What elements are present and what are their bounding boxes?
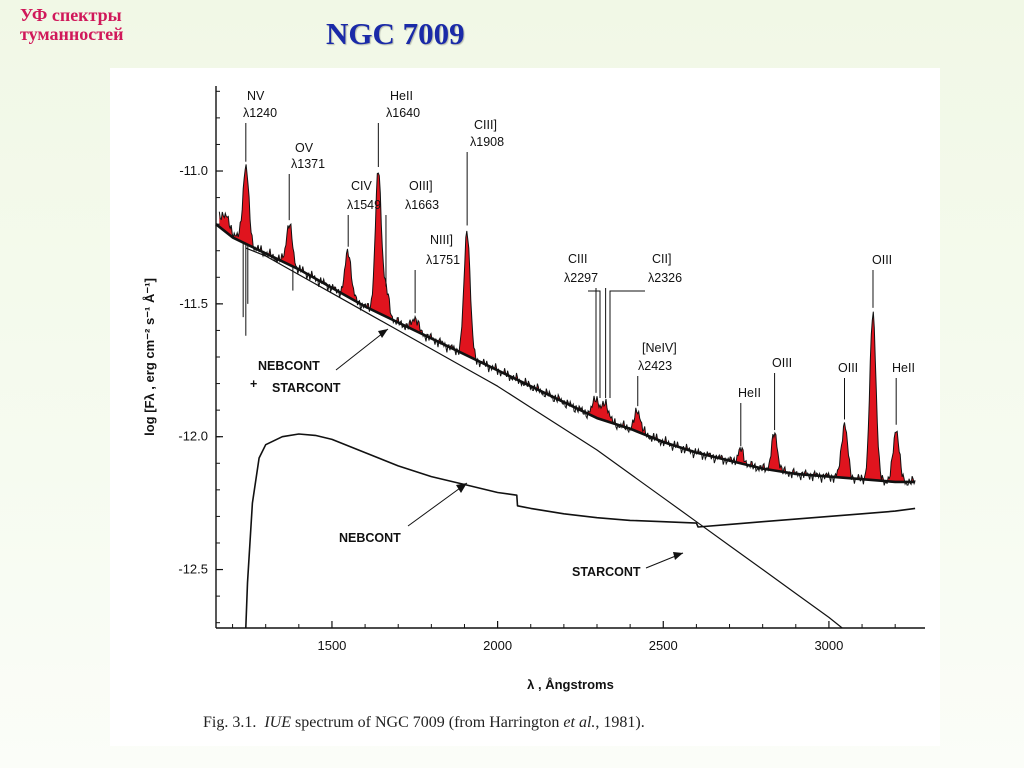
emission-line-label: OIII xyxy=(872,253,892,267)
emission-line-annotation: OV λ1371 xyxy=(288,141,325,221)
emission-line-annotation: HeII xyxy=(892,361,915,425)
corner-title-line-1: УФ спектры xyxy=(20,5,122,25)
emission-line-label: OIII] xyxy=(409,179,433,193)
emission-line-annotation: NV λ1240 xyxy=(243,89,277,162)
emission-line-wavelength: λ1663 xyxy=(405,198,439,212)
spectrum-figure: 1500 2000 2500 3000 -11.0 -11.5 -12.0 -12.5 λ ,… xyxy=(110,68,940,746)
emission-line-label: CIV xyxy=(351,179,373,193)
emission-line-label: CIII] xyxy=(474,118,497,132)
emission-line-annotation: OIII] λ1663 xyxy=(385,179,439,287)
label-layer: λ , Ångstroms log [Fλ , erg cm⁻² s⁻¹ Å⁻¹]… xyxy=(142,89,915,692)
label-sum-starcont: STARCONT xyxy=(272,381,341,395)
emission-fill-layer xyxy=(219,164,916,482)
emission-line-annotation: CIII λ2297 xyxy=(564,252,598,393)
emission-line-label: HeII xyxy=(892,361,915,375)
emission-line-wavelength: λ1640 xyxy=(386,106,420,120)
emission-line-label: OV xyxy=(295,141,314,155)
emission-line-label: [NeIV] xyxy=(642,341,677,355)
emission-line-label: NV xyxy=(247,89,265,103)
label-sum-plus: + xyxy=(250,377,257,391)
slide-title: NGC 7009 xyxy=(326,16,465,51)
emission-line-label: NIII] xyxy=(430,233,453,247)
emission-line-label: HeII xyxy=(738,386,761,400)
emission-line-annotation: CIII] λ1908 xyxy=(466,118,504,226)
emission-line-label: OIII xyxy=(838,361,858,375)
emission-line-annotation: CII] λ2326 xyxy=(605,252,682,399)
spectrum-chart: 1500 2000 2500 3000 -11.0 -11.5 -12.0 -12.5 λ ,… xyxy=(142,86,925,692)
emission-line-wavelength: λ1908 xyxy=(470,135,504,149)
x-tick-label-2500: 2500 xyxy=(649,638,678,653)
x-axis-label: λ , Ångstroms xyxy=(527,677,614,692)
axis-layer: 1500 2000 2500 3000 -11.0 -11.5 -12.0 -12.5 xyxy=(178,86,925,653)
emission-line-wavelength: λ2297 xyxy=(564,271,598,285)
emission-line-annotation: HeII λ1640 xyxy=(377,89,420,168)
emission-line-label: CIII xyxy=(568,252,587,266)
ciii-cii-bracket xyxy=(588,290,645,398)
arrow-nebcont xyxy=(407,482,468,527)
series-line-starcont xyxy=(245,247,843,629)
label-sum-nebcont: NEBCONT xyxy=(258,359,320,373)
y-axis-label: log [Fλ , erg cm⁻² s⁻¹ Å⁻¹] xyxy=(142,278,157,436)
emission-line-annotation: OIII xyxy=(838,361,858,420)
y-tick-label-1: -11.5 xyxy=(179,296,208,311)
x-tick-label-1500: 1500 xyxy=(317,638,346,653)
emission-line-annotation: OIII xyxy=(772,356,792,431)
label-starcont: STARCONT xyxy=(572,565,641,579)
emission-line-wavelength: λ1549 xyxy=(347,198,381,212)
emission-line-wavelength: λ2326 xyxy=(648,271,682,285)
x-tick-label-2000: 2000 xyxy=(483,638,512,653)
figure-caption: Fig. 3.1. IUE spectrum of NGC 7009 (from… xyxy=(203,714,645,732)
arrow-nebcont-head xyxy=(456,483,467,493)
caption-iue: IUE xyxy=(264,714,291,731)
emission-line-annotation: CIV λ1549 xyxy=(347,179,381,247)
emission-line-label: CII] xyxy=(652,252,671,266)
arrow-starcont-head xyxy=(673,552,683,560)
arrow-sum-head xyxy=(378,329,388,338)
emission-line-annotation: [NeIV] λ2423 xyxy=(637,341,677,407)
emission-line-label: OIII xyxy=(772,356,792,370)
emission-line-annotation: HeII xyxy=(738,386,761,446)
emission-fill xyxy=(219,164,916,482)
arrow-sum xyxy=(335,328,389,371)
emission-line-wavelength: λ1240 xyxy=(243,106,277,120)
corner-title-line-2: туманностей xyxy=(20,24,124,44)
emission-line-wavelength: λ1751 xyxy=(426,253,460,267)
caption-mid: spectrum of NGC 7009 (from Harrington xyxy=(295,714,560,731)
label-nebcont: NEBCONT xyxy=(339,531,401,545)
y-tick-label-0: -11.0 xyxy=(179,163,208,178)
caption-prefix: Fig. 3.1. xyxy=(203,714,257,731)
series-line-nebcont-starcont xyxy=(215,223,916,484)
emission-line-annotation: OIII xyxy=(872,253,892,308)
emission-line-label: HeII xyxy=(390,89,413,103)
caption-etal: et al. xyxy=(563,714,596,731)
emission-line-wavelength: λ1371 xyxy=(291,157,325,171)
series-line-nebcont xyxy=(245,433,916,629)
caption-suffix: , 1981). xyxy=(595,714,645,731)
x-tick-label-3000: 3000 xyxy=(814,638,843,653)
emission-line-wavelength: λ2423 xyxy=(638,359,672,373)
y-tick-label-3: -12.5 xyxy=(178,562,208,577)
emission-line-annotation: NIII] λ1751 xyxy=(414,233,460,314)
curve-layer xyxy=(215,164,916,629)
corner-title: УФ спектры туманностей xyxy=(20,6,123,44)
y-tick-label-2: -12.0 xyxy=(178,429,208,444)
